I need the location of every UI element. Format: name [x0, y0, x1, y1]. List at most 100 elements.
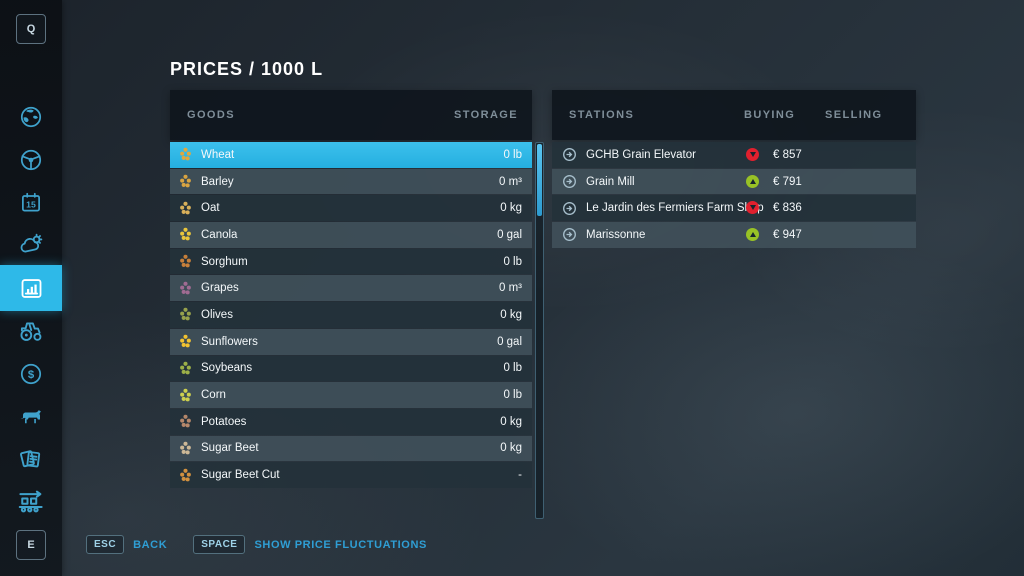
footer-hints: ESC BACK SPACE SHOW PRICE FLUCTUATIONS — [86, 535, 427, 554]
sidebar-item-finances[interactable]: $ — [0, 352, 62, 395]
goods-row[interactable]: Grapes 0 m³ — [170, 275, 532, 302]
goods-name: Grapes — [201, 282, 239, 295]
goods-row[interactable]: Potatoes 0 kg — [170, 408, 532, 435]
dollar-icon: $ — [18, 361, 44, 387]
goods-row[interactable]: Olives 0 kg — [170, 302, 532, 328]
bar-chart-icon — [18, 275, 45, 302]
goods-name: Sunflowers — [201, 335, 258, 348]
station-name: Grain Mill — [586, 175, 635, 188]
sidebar-item-map[interactable] — [0, 95, 62, 138]
station-name: Marissonne — [586, 228, 646, 241]
goods-storage-value: 0 lb — [503, 389, 522, 402]
goods-row[interactable]: Wheat 0 lb — [170, 142, 532, 168]
goods-column-header: GOODS — [187, 109, 235, 121]
documents-icon — [17, 445, 45, 473]
goods-row[interactable]: Sugar Beet Cut - — [170, 462, 532, 488]
crop-icon — [180, 441, 191, 455]
key-hint-q[interactable]: Q — [16, 14, 46, 44]
goods-name: Wheat — [201, 148, 235, 161]
station-name: Le Jardin des Fermiers Farm Shop — [586, 202, 764, 215]
esc-key-button[interactable]: ESC — [86, 535, 125, 554]
goods-storage-value: 0 gal — [497, 228, 522, 241]
globe-icon — [18, 104, 44, 130]
crop-icon — [180, 201, 191, 215]
goods-storage-value: 0 m³ — [499, 282, 522, 295]
svg-text:$: $ — [28, 369, 35, 381]
goto-station-icon — [563, 201, 576, 215]
goto-station-icon — [563, 148, 576, 162]
crop-icon — [180, 468, 191, 481]
price-trend-icon — [746, 174, 759, 188]
goto-station-icon — [563, 175, 576, 188]
goods-storage-value: - — [518, 469, 522, 482]
crop-icon — [180, 228, 191, 241]
price-trend-icon — [746, 228, 759, 242]
goods-name: Potatoes — [201, 415, 247, 428]
price-trend-icon — [746, 148, 759, 161]
steering-wheel-icon — [18, 147, 44, 173]
goods-name: Corn — [201, 389, 226, 402]
station-row[interactable]: Marissonne € 947 — [552, 222, 916, 248]
svg-text:15: 15 — [26, 199, 36, 209]
goods-row[interactable]: Corn 0 lb — [170, 382, 532, 408]
goods-row[interactable]: Sugar Beet 0 kg — [170, 435, 532, 462]
sidebar-item-garage[interactable] — [0, 309, 62, 352]
crop-icon — [180, 174, 191, 188]
sidebar-item-statistics[interactable] — [0, 265, 62, 311]
calendar-icon: 15 — [18, 190, 44, 216]
weather-icon — [18, 231, 45, 258]
goods-row[interactable]: Barley 0 m³ — [170, 168, 532, 195]
crop-icon — [180, 388, 191, 401]
station-row[interactable]: GCHB Grain Elevator € 857 — [552, 142, 916, 168]
goods-name: Sugar Beet Cut — [201, 469, 280, 482]
goods-header: GOODS STORAGE — [170, 90, 532, 140]
goods-storage-value: 0 lb — [503, 255, 522, 268]
crop-icon — [180, 414, 191, 428]
sidebar-item-weather[interactable] — [0, 223, 62, 266]
selling-column-header: SELLING — [825, 109, 883, 121]
goods-name: Oat — [201, 202, 220, 215]
goods-storage-value: 0 gal — [497, 335, 522, 348]
tractor-icon — [17, 317, 45, 345]
goods-scrollbar-track[interactable] — [535, 142, 544, 519]
crop-icon — [180, 254, 191, 268]
sidebar-item-production-chains[interactable] — [0, 479, 62, 522]
sidebar-item-contracts[interactable] — [0, 437, 62, 480]
price-trend-icon — [746, 201, 759, 215]
key-hint-e[interactable]: E — [16, 530, 46, 560]
space-key-button[interactable]: SPACE — [193, 535, 246, 554]
goods-storage-value: 0 m³ — [499, 175, 522, 188]
buying-price: € 791 — [773, 175, 802, 188]
buying-price: € 836 — [773, 202, 802, 215]
sidebar-item-calendar[interactable]: 15 — [0, 181, 62, 224]
goods-scrollbar-thumb[interactable] — [537, 144, 542, 216]
buying-price: € 857 — [773, 148, 802, 161]
goods-name: Sugar Beet — [201, 442, 259, 455]
goods-row[interactable]: Oat 0 kg — [170, 195, 532, 222]
crop-icon — [180, 281, 191, 295]
goods-row[interactable]: Sorghum 0 lb — [170, 248, 532, 275]
goods-name: Soybeans — [201, 362, 253, 375]
stations-list: GCHB Grain Elevator € 857 Grain Mill € 7… — [552, 142, 916, 248]
goods-storage-value: 0 kg — [500, 415, 522, 428]
station-row[interactable]: Le Jardin des Fermiers Farm Shop € 836 — [552, 195, 916, 222]
goods-row[interactable]: Soybeans 0 lb — [170, 355, 532, 382]
crop-icon — [180, 334, 191, 348]
goods-row[interactable]: Canola 0 gal — [170, 222, 532, 248]
goods-list: Wheat 0 lb Barley 0 m³ Oat 0 kg Canola 0… — [170, 142, 532, 488]
buying-price: € 947 — [773, 228, 802, 241]
goods-name: Olives — [201, 308, 233, 321]
storage-column-header: STORAGE — [454, 109, 518, 121]
station-row[interactable]: Grain Mill € 791 — [552, 168, 916, 195]
crop-icon — [180, 308, 191, 321]
stations-column-header: STATIONS — [569, 109, 635, 121]
sidebar-item-vehicles[interactable] — [0, 138, 62, 181]
sidebar-item-animals[interactable] — [0, 394, 62, 437]
goods-row[interactable]: Sunflowers 0 gal — [170, 328, 532, 355]
conveyor-icon — [16, 486, 46, 516]
goods-name: Canola — [201, 228, 238, 241]
station-name: GCHB Grain Elevator — [586, 148, 696, 161]
show-price-fluctuations-label[interactable]: SHOW PRICE FLUCTUATIONS — [254, 538, 427, 551]
back-label[interactable]: BACK — [133, 538, 168, 551]
